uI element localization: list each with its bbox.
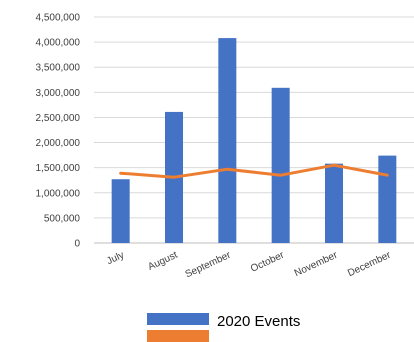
- x-tick-label: August: [146, 250, 179, 273]
- x-axis-ticks: July August September October November Decemb…: [105, 249, 393, 280]
- bar: [271, 87, 290, 244]
- x-tick-label: November: [293, 249, 340, 279]
- bar-series: [111, 38, 397, 244]
- y-tick-label: 3,500,000: [36, 63, 81, 74]
- x-tick-label: October: [249, 249, 286, 274]
- y-tick-label: 3,000,000: [36, 88, 81, 99]
- y-axis-ticks: 0 500,000 1,000,000 1,500,000 2,000,000 2,500…: [36, 13, 81, 250]
- legend-label-2020-events: 2020 Events: [217, 313, 300, 330]
- x-tick-label: September: [184, 249, 234, 280]
- line-series: [119, 163, 389, 179]
- y-tick-label: 500,000: [44, 213, 81, 224]
- bar: [378, 155, 397, 243]
- legend: 2020 Events: [147, 313, 300, 342]
- y-tick-label: 4,000,000: [36, 38, 81, 49]
- legend-swatch-line: [147, 330, 209, 342]
- series-line: [119, 163, 389, 179]
- y-tick-label: 2,000,000: [36, 138, 81, 149]
- legend-swatch-2020-events: [147, 313, 209, 325]
- y-tick-label: 1,000,000: [36, 188, 81, 199]
- gridlines: [94, 16, 414, 244]
- y-tick-label: 0: [74, 239, 80, 250]
- y-tick-label: 2,500,000: [36, 113, 81, 124]
- y-tick-label: 4,500,000: [36, 13, 81, 24]
- bar: [111, 179, 130, 243]
- x-tick-label: July: [105, 250, 126, 267]
- bar: [325, 163, 343, 243]
- y-tick-label: 1,500,000: [36, 163, 81, 174]
- bar: [218, 38, 237, 243]
- x-tick-label: December: [346, 249, 393, 279]
